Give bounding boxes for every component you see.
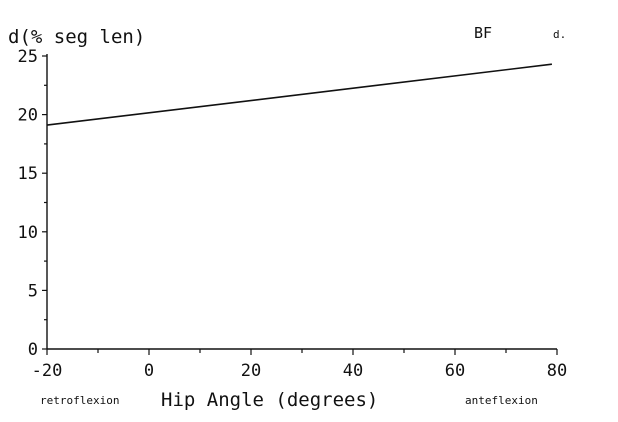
x-axis-label-right: anteflexion (465, 394, 538, 407)
series-line-0 (46, 63, 552, 126)
y-tick-label: 0 (28, 340, 38, 360)
corner-mark: d. (553, 28, 566, 41)
y-tick-label: 10 (18, 223, 38, 243)
series-label: BF (474, 24, 492, 42)
y-axis-label: d(% seg len) (8, 26, 145, 48)
y-tick-label: 5 (28, 281, 38, 301)
y-tick-label: 25 (18, 47, 38, 67)
axes (46, 54, 557, 350)
x-axis-label-left: retroflexion (40, 394, 119, 407)
x-tick-label: 40 (343, 361, 363, 381)
x-axis-label: Hip Angle (degrees) (161, 389, 378, 411)
x-tick-label: 60 (445, 361, 465, 381)
x-tick-label: 20 (241, 361, 261, 381)
x-tick-label: -20 (32, 361, 63, 381)
y-tick-label: 15 (18, 164, 38, 184)
x-tick-label: 80 (547, 361, 567, 381)
x-tick-label: 0 (144, 361, 154, 381)
series (46, 63, 552, 126)
y-tick-label: 20 (18, 106, 38, 126)
